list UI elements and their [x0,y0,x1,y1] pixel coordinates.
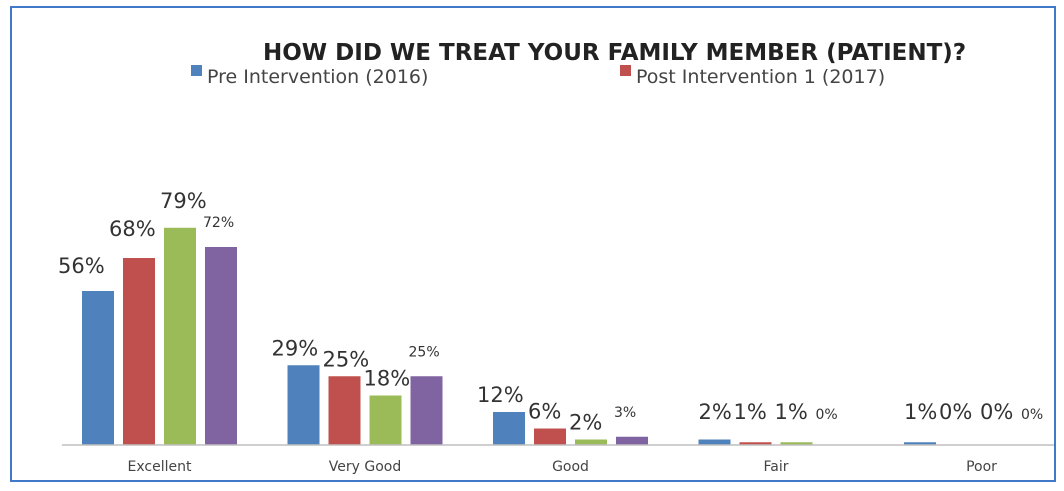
category-label-excellent: Excellent [128,459,192,475]
bar-excellent-series-2 [123,258,155,445]
data-label-excellent-series-3: 79% [160,189,207,213]
data-label-excellent-series-4: 72% [203,215,234,231]
bar-excellent-series-3 [164,227,196,445]
data-label-excellent-series-2: 68% [109,217,156,241]
bar-fair-series-3 [780,442,813,445]
bar-very-good-series-1 [287,365,320,445]
data-label-very-good-series-4: 25% [409,344,440,360]
bar-very-good-series-2 [328,376,361,445]
data-label-good-series-1: 12% [477,383,524,407]
bar-poor-series-1 [904,442,936,445]
bar-very-good-series-4 [410,376,443,445]
legend-swatch-post-intervention-1 [620,65,631,76]
bars [82,227,936,445]
data-label-fair-series-3: 1% [775,400,808,424]
data-label-good-series-2: 6% [528,400,561,424]
bar-chart: HOW DID WE TREAT YOUR FAMILY MEMBER (PAT… [58,40,1054,475]
category-label-fair: Fair [764,459,789,475]
data-label-fair-series-4: 0% [816,407,838,423]
data-label-poor-series-4: 0% [1021,407,1043,423]
bar-very-good-series-3 [369,395,402,445]
data-label-poor-series-3: 0% [980,400,1013,424]
data-label-excellent-series-1: 56% [58,254,105,278]
data-label-fair-series-2: 1% [734,400,767,424]
bar-excellent-series-4 [205,247,237,445]
bar-good-series-4 [616,436,648,445]
legend-label-pre-intervention: Pre Intervention (2016) [207,66,428,88]
bar-fair-series-2 [739,442,772,445]
bar-excellent-series-1 [82,291,114,445]
category-label-good: Good [552,459,589,475]
chart-frame: HOW DID WE TREAT YOUR FAMILY MEMBER (PAT… [10,6,1056,482]
data-label-good-series-4: 3% [614,405,636,421]
data-label-very-good-series-2: 25% [323,347,370,371]
bar-good-series-1 [493,412,525,445]
data-label-very-good-series-3: 18% [364,367,411,391]
category-label-very-good: Very Good [329,459,401,475]
data-label-very-good-series-1: 29% [272,336,319,360]
bar-good-series-3 [575,439,607,445]
category-labels: Excellent Very Good Good Fair Poor [128,459,998,475]
bar-fair-series-1 [698,439,731,445]
data-label-poor-series-1: 1% [904,400,937,424]
legend-swatch-pre-intervention [191,65,202,76]
bar-good-series-2 [534,428,566,445]
data-labels: 56%68%79%72%29% 25%18%25%12%6% 2% 3% 2% 1% 1% 0… [58,189,1043,435]
chart-title: HOW DID WE TREAT YOUR FAMILY MEMBER (PAT… [263,40,966,66]
data-label-poor-series-2: 0% [939,400,972,424]
data-label-fair-series-1: 2% [699,400,732,424]
category-label-poor: Poor [966,459,997,475]
legend-label-post-intervention-1: Post Intervention 1 (2017) [636,66,885,88]
legend: Pre Intervention (2016) Post Interventio… [191,65,885,88]
data-label-good-series-3: 2% [569,411,602,435]
